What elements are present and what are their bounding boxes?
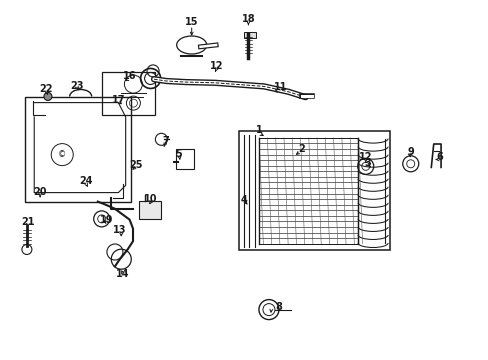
Text: 2: 2 — [298, 144, 305, 154]
Text: 12: 12 — [358, 152, 372, 162]
Text: 10: 10 — [143, 194, 157, 204]
Bar — [25, 97, 130, 202]
Text: 3: 3 — [364, 158, 371, 168]
Bar — [176, 149, 194, 170]
Text: 25: 25 — [129, 160, 142, 170]
Text: 18: 18 — [241, 14, 255, 24]
Bar — [243, 32, 255, 39]
Text: 8: 8 — [275, 302, 282, 312]
Text: 16: 16 — [122, 71, 136, 81]
Text: 14: 14 — [115, 269, 129, 279]
Text: 24: 24 — [79, 176, 92, 186]
Bar — [102, 72, 154, 115]
Text: 22: 22 — [40, 84, 53, 94]
Bar — [139, 201, 161, 219]
Text: 4: 4 — [240, 195, 246, 205]
Text: 17: 17 — [111, 95, 125, 105]
Text: 13: 13 — [113, 225, 126, 235]
Text: 20: 20 — [33, 186, 47, 197]
Text: 1: 1 — [255, 125, 262, 135]
Text: 6: 6 — [436, 152, 443, 162]
Text: 11: 11 — [274, 82, 287, 93]
Text: 9: 9 — [407, 147, 413, 157]
Text: ©: © — [58, 150, 66, 159]
Text: 12: 12 — [209, 61, 223, 71]
Text: 19: 19 — [100, 215, 113, 225]
Text: 23: 23 — [70, 81, 84, 91]
Text: 7: 7 — [162, 136, 168, 147]
Circle shape — [44, 93, 52, 100]
Text: 15: 15 — [185, 17, 199, 27]
Bar — [238, 131, 389, 250]
Text: 5: 5 — [175, 149, 182, 159]
Text: 21: 21 — [21, 217, 35, 228]
